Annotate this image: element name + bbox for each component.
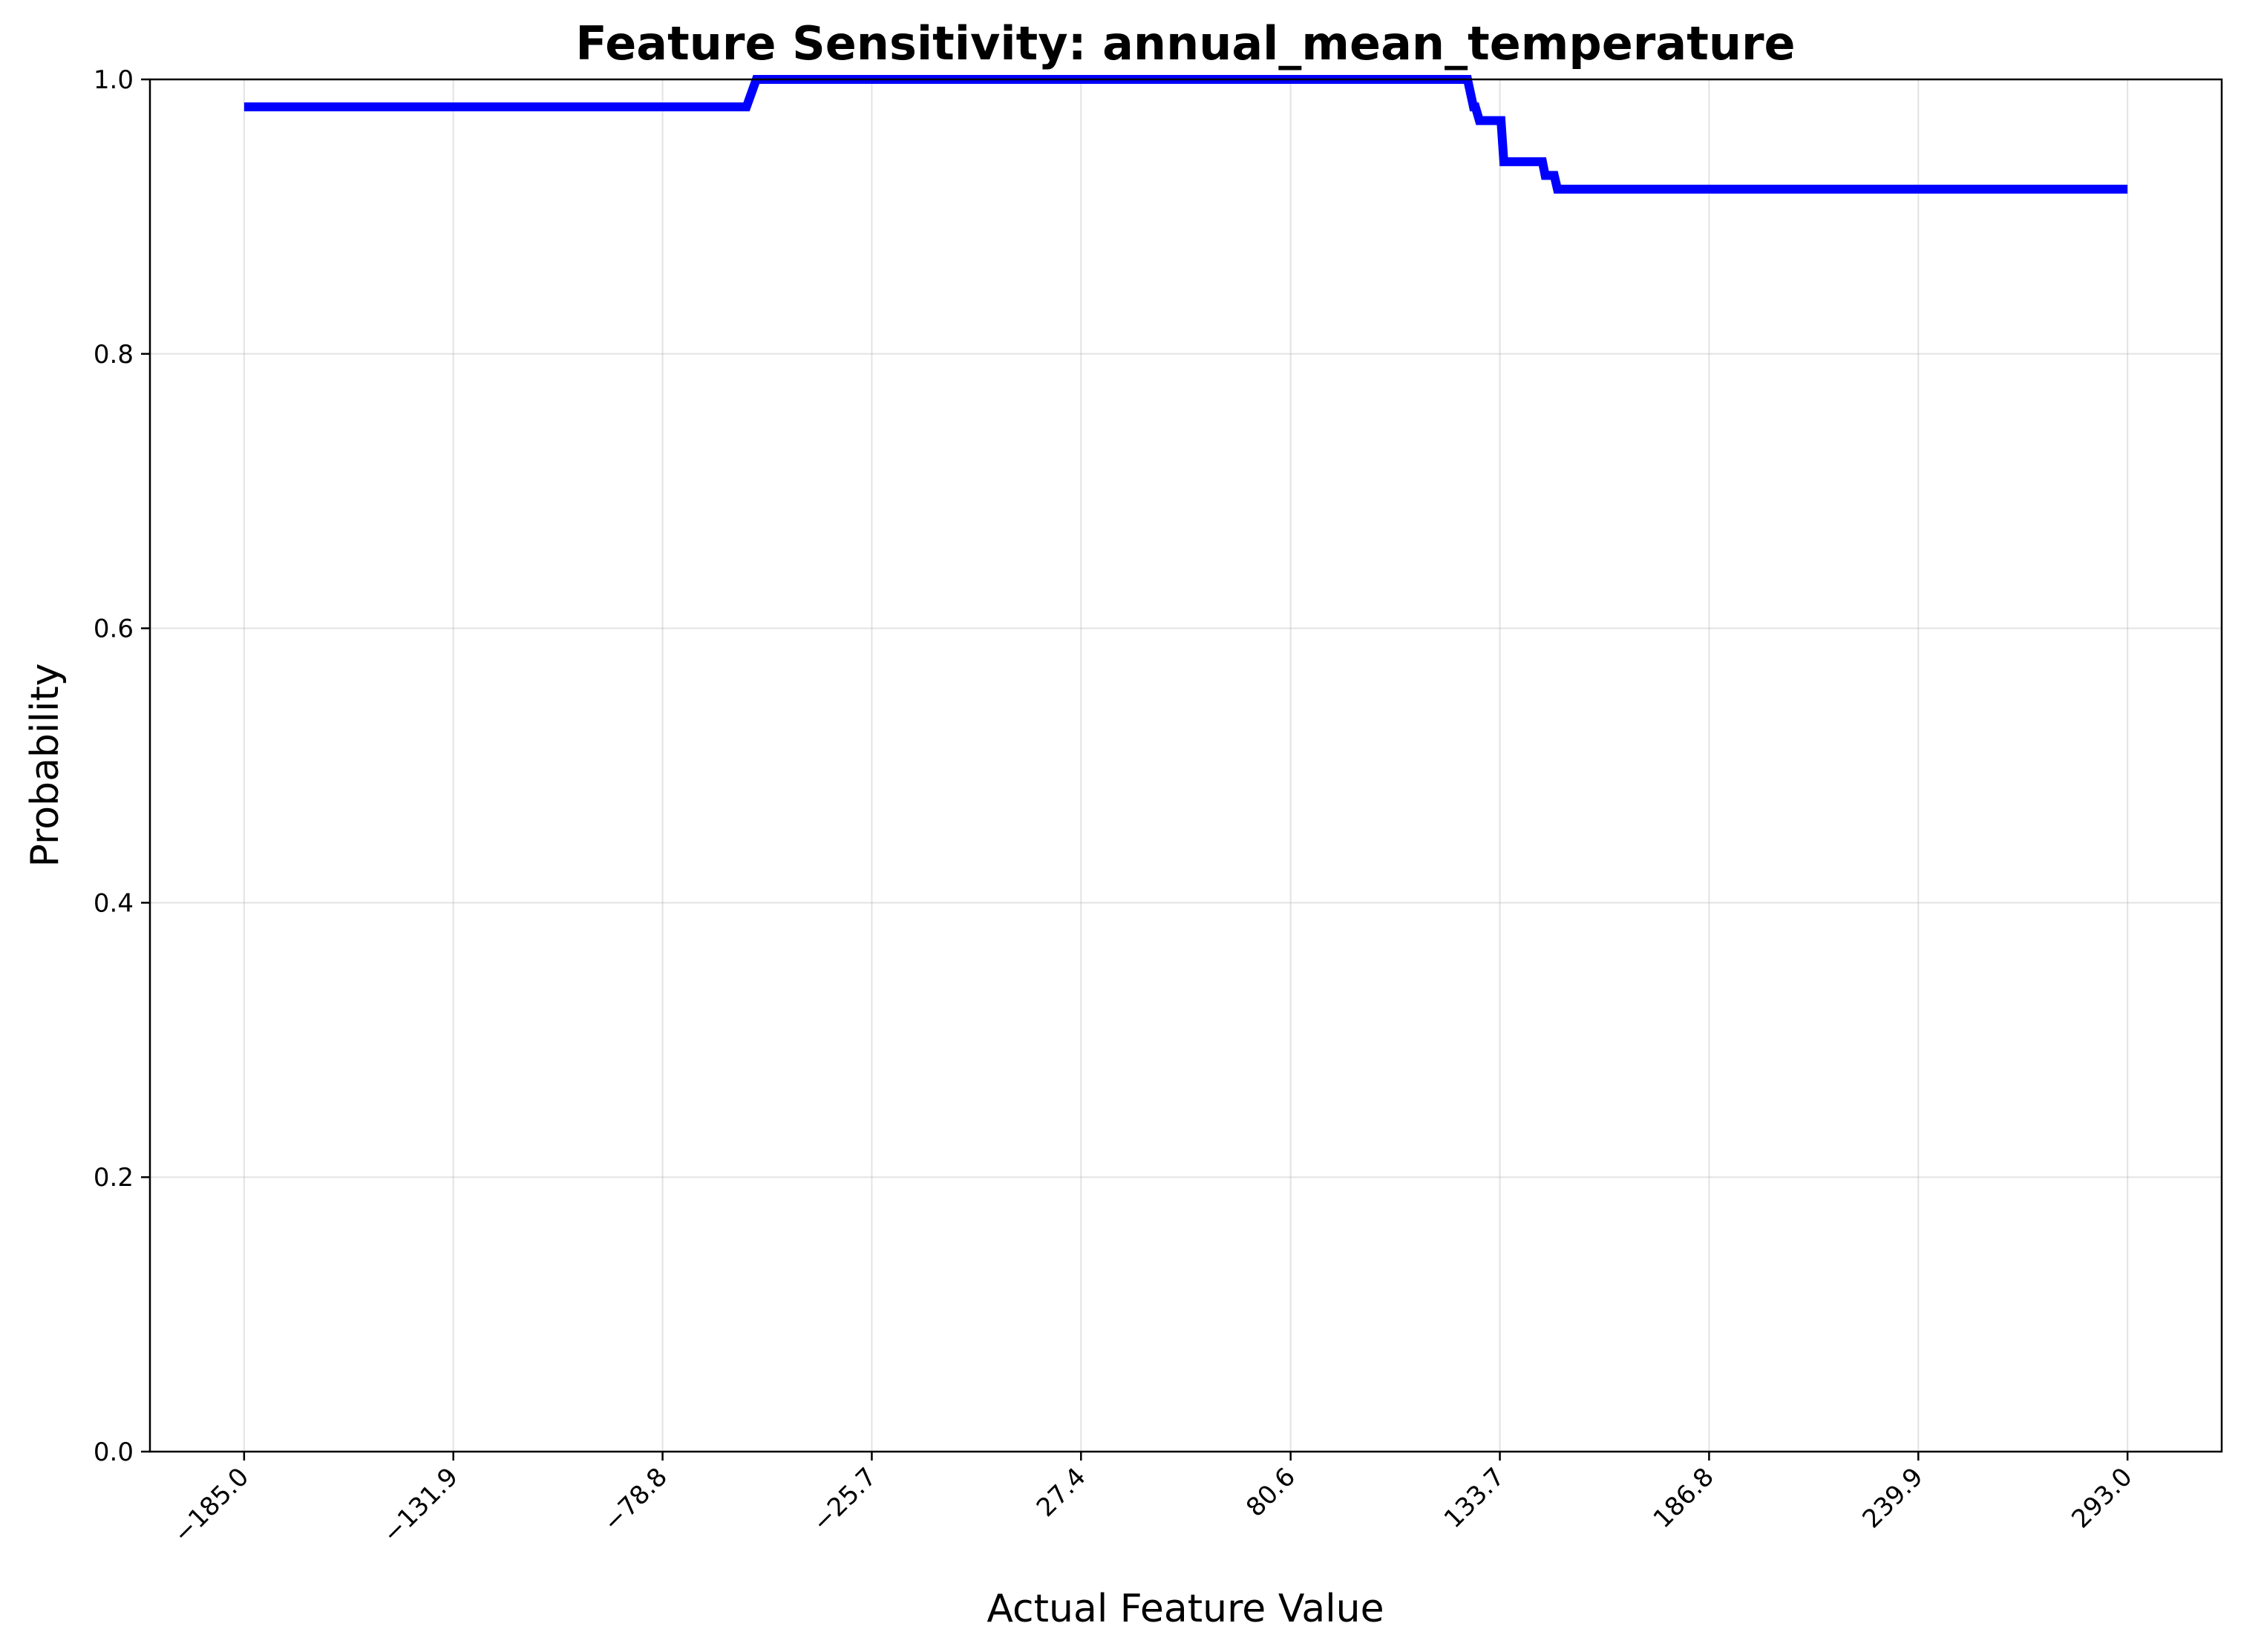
y-tick-label: 0.6 bbox=[94, 614, 134, 644]
y-tick-label: 0.0 bbox=[94, 1438, 134, 1467]
x-axis-label: Actual Feature Value bbox=[987, 1587, 1384, 1631]
y-tick-label: 0.4 bbox=[94, 888, 134, 918]
plot-frame bbox=[148, 78, 2223, 1453]
y-tick-label: 1.0 bbox=[94, 65, 134, 95]
y-tick-label: 0.2 bbox=[94, 1163, 134, 1193]
y-axis-label: Probability bbox=[23, 663, 68, 868]
chart-title: Feature Sensitivity: annual_mean_tempera… bbox=[575, 16, 1795, 71]
y-axis-ticks: 0.0 0.2 0.4 0.6 0.8 1.0 bbox=[94, 65, 150, 1467]
y-tick-label: 0.8 bbox=[94, 340, 134, 370]
